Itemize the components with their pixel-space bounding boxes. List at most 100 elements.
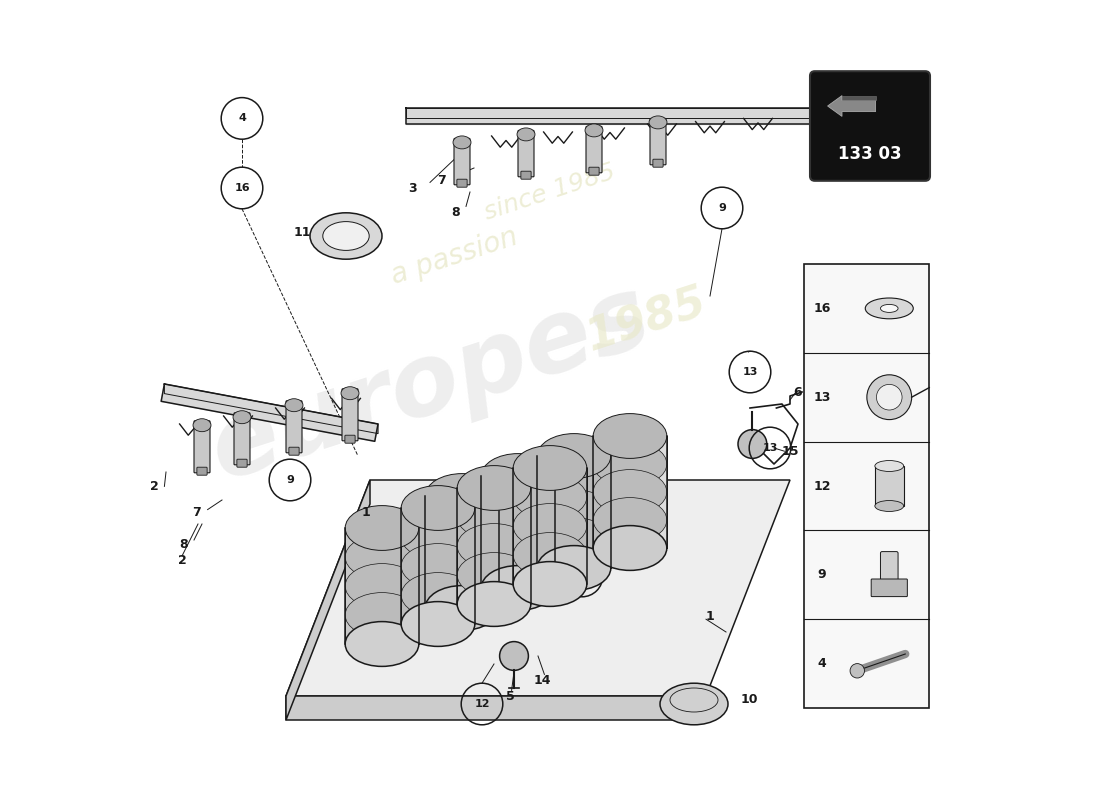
Circle shape [877, 385, 902, 410]
Polygon shape [162, 384, 378, 442]
Ellipse shape [402, 544, 475, 589]
Text: 11: 11 [294, 226, 310, 238]
Text: 9: 9 [718, 203, 726, 213]
Ellipse shape [517, 128, 535, 141]
Ellipse shape [481, 482, 554, 526]
Polygon shape [406, 108, 822, 124]
Ellipse shape [426, 530, 498, 574]
Ellipse shape [402, 573, 475, 618]
Bar [874, 466, 904, 506]
Polygon shape [514, 468, 522, 584]
Ellipse shape [537, 462, 610, 506]
Circle shape [738, 430, 767, 458]
Ellipse shape [345, 506, 419, 550]
Bar [804, 264, 930, 708]
Ellipse shape [593, 526, 667, 570]
Ellipse shape [537, 434, 610, 478]
FancyBboxPatch shape [345, 435, 355, 443]
Ellipse shape [537, 518, 610, 562]
FancyBboxPatch shape [521, 171, 531, 179]
Text: 7: 7 [438, 174, 447, 186]
Ellipse shape [233, 410, 251, 424]
Ellipse shape [345, 593, 419, 638]
Text: europes: europes [198, 267, 662, 501]
Text: 2: 2 [177, 554, 186, 566]
FancyBboxPatch shape [454, 138, 470, 185]
Text: 10: 10 [740, 693, 758, 706]
Polygon shape [537, 456, 610, 568]
Polygon shape [406, 108, 822, 118]
Text: 16: 16 [234, 183, 250, 193]
Ellipse shape [481, 566, 554, 610]
Ellipse shape [453, 136, 471, 149]
Ellipse shape [514, 533, 586, 578]
FancyBboxPatch shape [588, 167, 600, 175]
FancyBboxPatch shape [236, 459, 248, 467]
FancyBboxPatch shape [871, 579, 908, 597]
Text: 1: 1 [705, 610, 714, 622]
Text: 3: 3 [408, 182, 417, 194]
Polygon shape [458, 488, 531, 604]
Polygon shape [286, 480, 370, 720]
Polygon shape [593, 436, 603, 548]
Text: 6: 6 [794, 386, 802, 398]
Ellipse shape [345, 534, 419, 579]
FancyBboxPatch shape [586, 126, 602, 173]
Polygon shape [481, 476, 554, 588]
Ellipse shape [537, 546, 610, 590]
Ellipse shape [322, 222, 370, 250]
Circle shape [867, 374, 912, 419]
Ellipse shape [458, 494, 531, 539]
Ellipse shape [341, 386, 359, 400]
Text: 8: 8 [451, 206, 460, 218]
FancyBboxPatch shape [234, 413, 250, 465]
Text: 7: 7 [192, 506, 201, 518]
Text: 1985: 1985 [581, 280, 712, 360]
Polygon shape [514, 468, 586, 584]
Ellipse shape [426, 586, 498, 630]
Text: 9: 9 [817, 568, 826, 582]
Text: a passion: a passion [387, 222, 521, 290]
FancyBboxPatch shape [650, 118, 666, 165]
Ellipse shape [481, 454, 554, 498]
Text: 15: 15 [781, 446, 799, 458]
FancyBboxPatch shape [456, 179, 468, 187]
Ellipse shape [402, 514, 475, 559]
Ellipse shape [458, 553, 531, 598]
Circle shape [499, 642, 528, 670]
Ellipse shape [514, 474, 586, 519]
Ellipse shape [874, 501, 904, 511]
Text: 12: 12 [474, 699, 490, 709]
Text: 1: 1 [362, 506, 371, 518]
Text: 13: 13 [742, 367, 758, 377]
Ellipse shape [402, 602, 475, 646]
Ellipse shape [593, 442, 667, 486]
Text: 4: 4 [238, 114, 246, 123]
Ellipse shape [593, 414, 667, 458]
Ellipse shape [426, 502, 498, 546]
FancyBboxPatch shape [197, 467, 207, 475]
Ellipse shape [537, 490, 610, 534]
Polygon shape [286, 696, 706, 720]
Ellipse shape [866, 298, 913, 318]
Ellipse shape [402, 486, 475, 530]
Ellipse shape [345, 622, 419, 666]
FancyBboxPatch shape [342, 389, 358, 441]
Polygon shape [402, 508, 410, 624]
Ellipse shape [514, 446, 586, 490]
FancyBboxPatch shape [653, 159, 663, 167]
Ellipse shape [593, 498, 667, 542]
Polygon shape [842, 96, 876, 100]
Ellipse shape [458, 524, 531, 568]
Text: 14: 14 [534, 674, 551, 686]
Text: 13: 13 [762, 443, 778, 453]
Ellipse shape [285, 398, 303, 412]
Polygon shape [481, 476, 491, 588]
Ellipse shape [874, 461, 904, 471]
Ellipse shape [192, 418, 211, 432]
Text: 16: 16 [813, 302, 830, 315]
FancyBboxPatch shape [286, 401, 302, 453]
Polygon shape [345, 528, 419, 644]
Text: 133 03: 133 03 [838, 145, 902, 163]
Text: 5: 5 [506, 690, 515, 702]
